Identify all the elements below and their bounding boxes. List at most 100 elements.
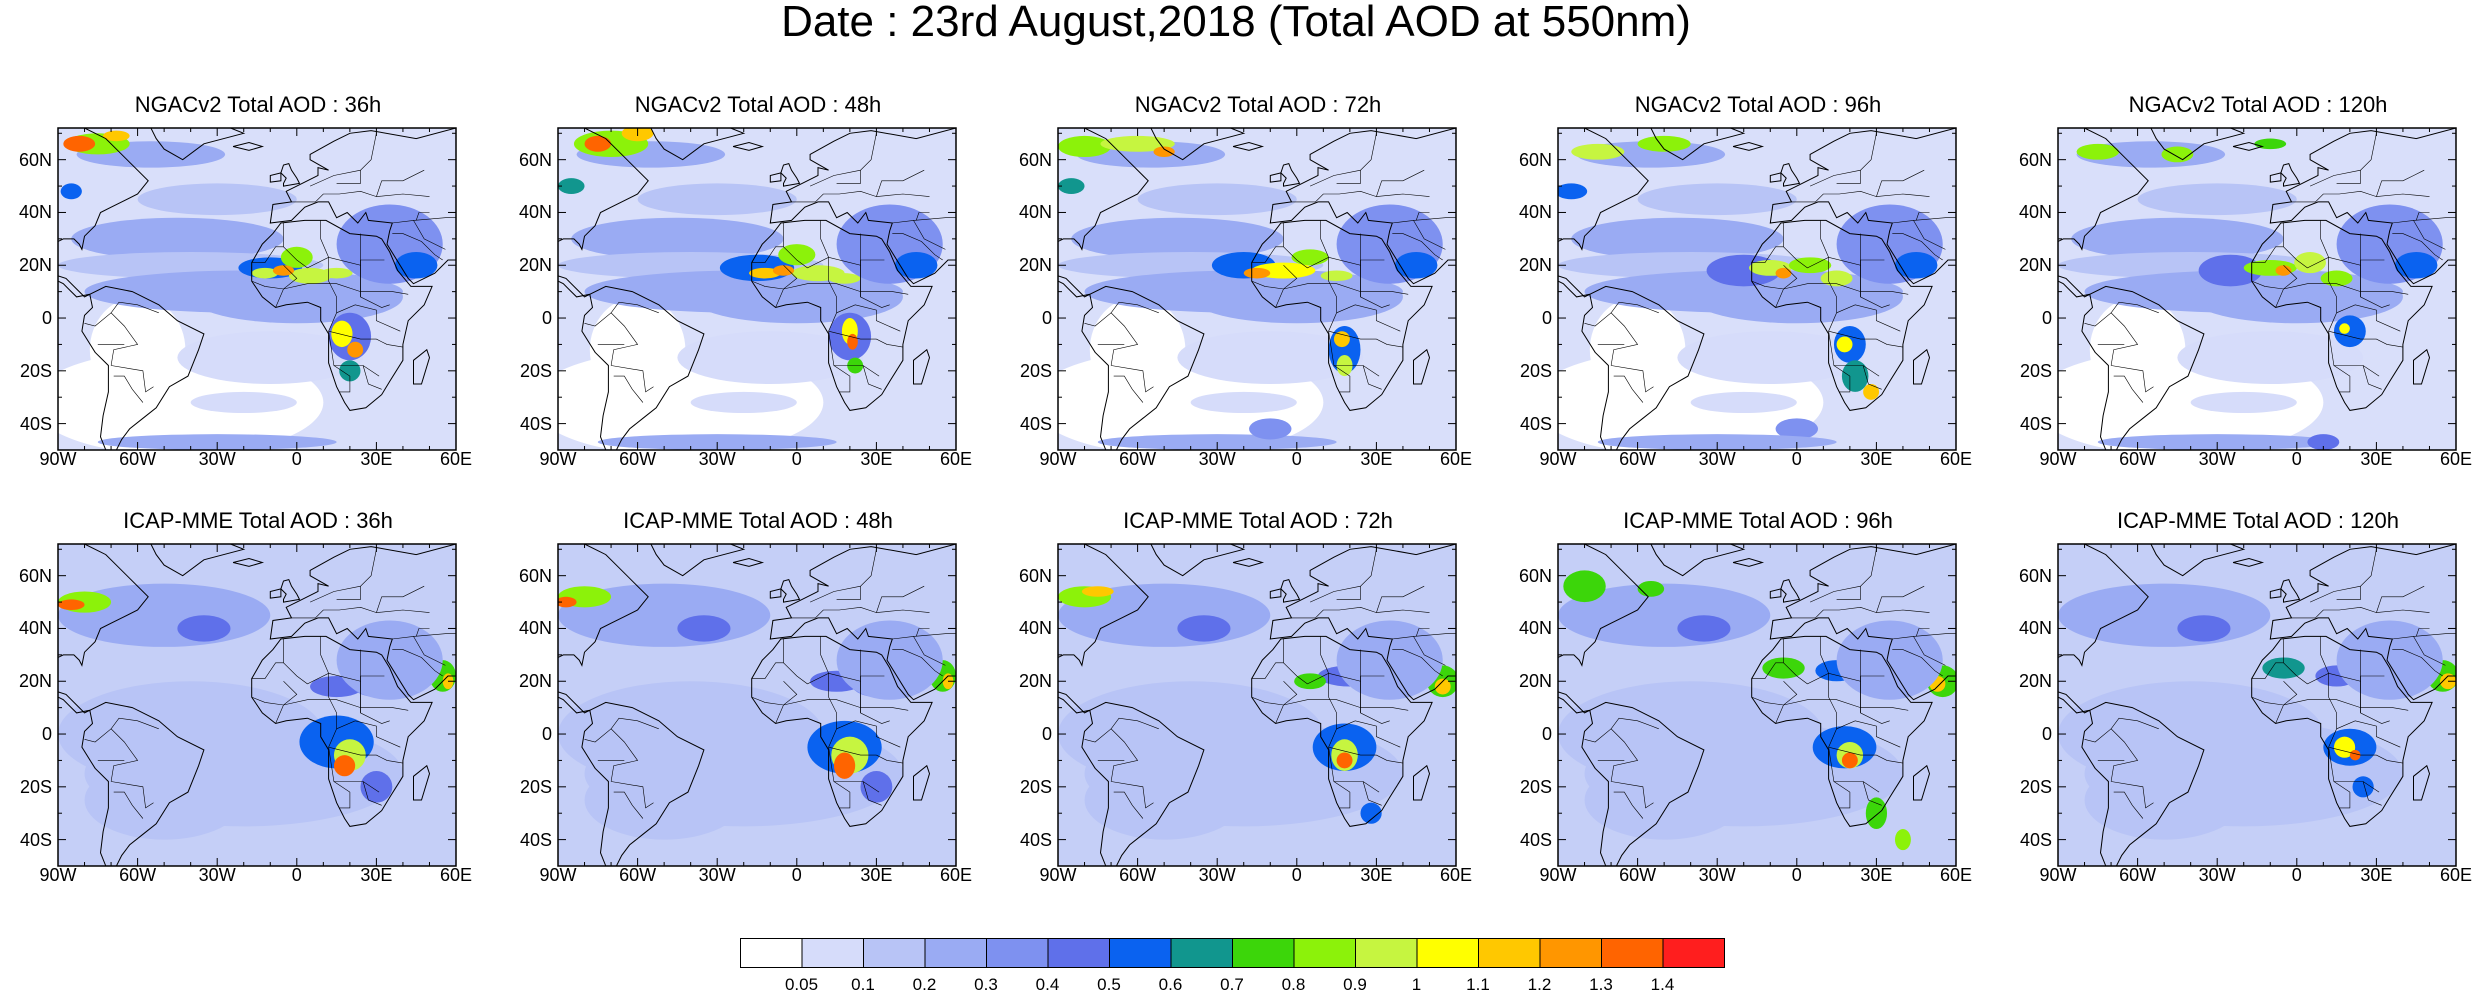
- country-border: [1783, 246, 1890, 308]
- country-border: [1610, 717, 1659, 782]
- coastline-north-america: [1058, 544, 1149, 667]
- aod-plume: [288, 267, 332, 284]
- aod-plume: [280, 246, 313, 268]
- aod-plume: [1333, 331, 1350, 348]
- country-border: [283, 662, 390, 724]
- aod-map: [2057, 127, 2457, 451]
- aod-map: [57, 543, 457, 867]
- country-border: [1111, 365, 1154, 393]
- coastline-greenland: [1150, 544, 1246, 577]
- colorbar-label: 0.3: [974, 975, 998, 994]
- country-border: [1751, 223, 1784, 263]
- aod-map: [1557, 127, 1957, 451]
- aod-plume: [1584, 760, 1744, 840]
- aod-plume: [2275, 265, 2292, 276]
- country-border: [1611, 365, 1654, 393]
- country-border: [1333, 781, 1351, 809]
- aod-plume: [336, 620, 443, 700]
- aod-plume: [677, 615, 731, 642]
- longitude-label: 90W: [1539, 449, 1577, 469]
- country-border: [110, 717, 159, 782]
- latitude-label: 20N: [2018, 671, 2052, 692]
- country-border: [1913, 633, 1956, 637]
- coastline-africa: [251, 635, 433, 827]
- country-border: [876, 169, 925, 197]
- country-border: [1283, 246, 1390, 308]
- aod-plume: [1637, 183, 1797, 216]
- country-border: [1392, 233, 1443, 261]
- coastline-iceland: [1732, 557, 1765, 567]
- latitude-label: 20N: [1018, 671, 1052, 692]
- coastline-iceland: [2232, 557, 2265, 567]
- country-border: [1110, 717, 1159, 782]
- coastline-iceland: [732, 141, 765, 151]
- country-border: [1113, 791, 1144, 819]
- latitude-label: 0: [2041, 308, 2052, 329]
- country-border: [1415, 212, 1430, 221]
- coastline-greenland: [1650, 128, 1746, 161]
- longitude-label: 60W: [119, 865, 157, 885]
- colorbar-box: [924, 938, 987, 968]
- longitude-label: 0: [291, 449, 302, 469]
- country-border: [2251, 223, 2284, 263]
- country-border: [2392, 649, 2443, 677]
- country-border: [860, 675, 885, 713]
- panel-title: ICAP-MME Total AOD : 72h: [1123, 508, 1393, 533]
- aod-plume: [272, 265, 295, 276]
- map-panel: NGACv2 Total AOD : 48h 60N 40N 20N 0 20S 40S 90…: [519, 92, 972, 532]
- country-border: [1876, 585, 1925, 613]
- country-border: [2360, 259, 2385, 297]
- longitude-label: 60E: [1939, 449, 1973, 469]
- coastline-eurasia: [769, 128, 956, 285]
- coastline-eurasia: [1269, 544, 1456, 701]
- country-border: [1828, 746, 1903, 764]
- coastline-north-america: [558, 128, 649, 251]
- latitude-label: 0: [41, 308, 52, 329]
- country-border: [611, 365, 654, 393]
- map-frame: [1557, 543, 1957, 867]
- latitude-label: 0: [541, 724, 552, 745]
- aod-plume: [190, 270, 403, 324]
- aod-plume: [1863, 384, 1880, 400]
- country-border: [775, 264, 798, 308]
- aod-plume: [1571, 217, 1784, 260]
- country-border: [251, 639, 284, 679]
- map-panel: ICAP-MME Total AOD : 36h 60N 40N 20N 0 20S 40S…: [19, 508, 472, 948]
- latitude-label: 60N: [18, 565, 52, 586]
- aod-plume: [2333, 315, 2366, 348]
- panel-title: NGACv2 Total AOD : 72h: [1134, 92, 1382, 117]
- country-border: [336, 720, 401, 748]
- country-border: [110, 301, 159, 366]
- aod-plume: [71, 217, 284, 260]
- country-border: [613, 791, 644, 819]
- country-border: [291, 606, 430, 619]
- country-border: [1613, 375, 1644, 403]
- country-border: [1376, 169, 1425, 197]
- latitude-label: 40N: [518, 618, 552, 639]
- coastline-britain: [1780, 579, 1801, 603]
- country-border: [1751, 639, 1784, 679]
- coastline-madagascar: [913, 348, 931, 385]
- latitude-label: 60N: [518, 149, 552, 170]
- country-border: [1283, 662, 1390, 724]
- clean-air-region: [1589, 296, 1686, 403]
- coastline-africa: [2251, 635, 2433, 827]
- country-border: [2413, 633, 2456, 637]
- coastline-ireland: [1769, 588, 1782, 599]
- coastline-central-america: [2058, 275, 2091, 298]
- latitude-label: 20S: [1519, 360, 1552, 381]
- aod-plume: [190, 391, 297, 414]
- longitude-label: 30E: [1860, 865, 1893, 885]
- map-frame: [1557, 127, 1957, 451]
- country-border: [1828, 330, 1903, 348]
- latitude-label: 40S: [2019, 829, 2052, 850]
- country-border: [1392, 649, 1443, 677]
- latitude-label: 60N: [518, 565, 552, 586]
- latitude-label: 60N: [1018, 149, 1052, 170]
- country-border: [1251, 696, 1409, 711]
- country-border: [791, 606, 930, 619]
- coastline-central-america: [1058, 275, 1091, 298]
- country-border: [751, 639, 784, 679]
- aod-map: [1057, 127, 1457, 451]
- country-border: [610, 717, 659, 782]
